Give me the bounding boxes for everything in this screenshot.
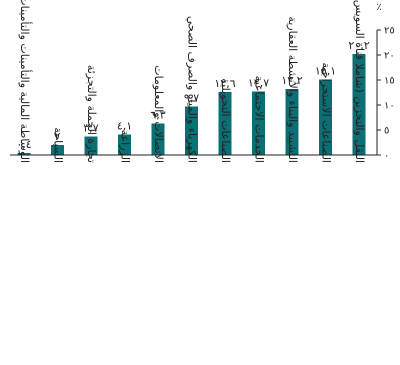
category-label: الكهرباء والمياه والصرف الصحي [186, 16, 199, 163]
category-label: الصناعات الاستخراجية [320, 63, 333, 164]
bar [252, 91, 265, 155]
bar [285, 89, 299, 155]
bar [352, 54, 366, 155]
category-label: الوساطة المالية والتأمينات والتأمينات ال… [18, 0, 33, 163]
category-label: الزراعة [119, 130, 132, 163]
category-label: تجارة الجملة والتجزئة [85, 65, 98, 163]
y-tick-label: ٠ [384, 151, 389, 162]
category-label: الاتصالات والمعلومات [152, 65, 165, 163]
bar-value-label: ٦,٣ [150, 109, 165, 122]
category-label: الخدمات الاجتماعية [253, 76, 266, 163]
bar-value-label: ٤,١ [117, 120, 132, 133]
bars [17, 54, 366, 155]
bar [118, 134, 131, 155]
y-tick-label: ١٥ [384, 76, 395, 87]
bar-value-label: ٩,٧ [184, 92, 199, 105]
bar [84, 136, 98, 155]
bar-value-label: ٢٠,٢ [348, 39, 369, 52]
category-label: السياحة [52, 127, 65, 163]
y-axis-unit-label: ٪ [376, 2, 381, 13]
bar-value-label: ١٥,١ [315, 65, 336, 78]
bar-value-label: ١٣,٢ [281, 74, 302, 87]
bar-value-label: ١٢,٦ [214, 77, 235, 90]
data-labels: ٢٠,٢ ١٥,١ ١٣,٢ ١٢,٧ ١٢,٦ ٩,٧ ٦,٣ ٤,١ ٣,٧ ٢ ٠,٤ [16, 39, 369, 151]
category-labels: النقل والتخزين (شاملا قناة السويس) الصناع… [18, 0, 366, 163]
bar-value-label: ٢ [55, 130, 61, 143]
bar [51, 145, 64, 155]
y-tick-label: ٢٥ [384, 26, 395, 37]
category-label: التشييد والبناء والأنشطة العقارية [286, 16, 300, 163]
bar-value-label: ١٢,٧ [248, 77, 269, 90]
bar [17, 153, 31, 155]
bar [319, 79, 332, 155]
bar-value-label: ٠,٤ [16, 138, 31, 151]
bar-value-label: ٣,٧ [83, 122, 98, 135]
y-axis: ٠ ٥ ١٠ ١٥ ٢٠ ٢٥ [376, 26, 395, 162]
y-tick-label: ٢٠ [384, 51, 395, 62]
bar [218, 92, 232, 155]
bar [151, 123, 165, 155]
y-tick-label: ١٠ [384, 101, 395, 112]
bar [185, 106, 198, 155]
category-label: الصناعات التحويلية [219, 78, 232, 163]
category-label: النقل والتخزين (شاملا قناة السويس) [353, 0, 366, 163]
y-tick-label: ٥ [384, 126, 389, 137]
